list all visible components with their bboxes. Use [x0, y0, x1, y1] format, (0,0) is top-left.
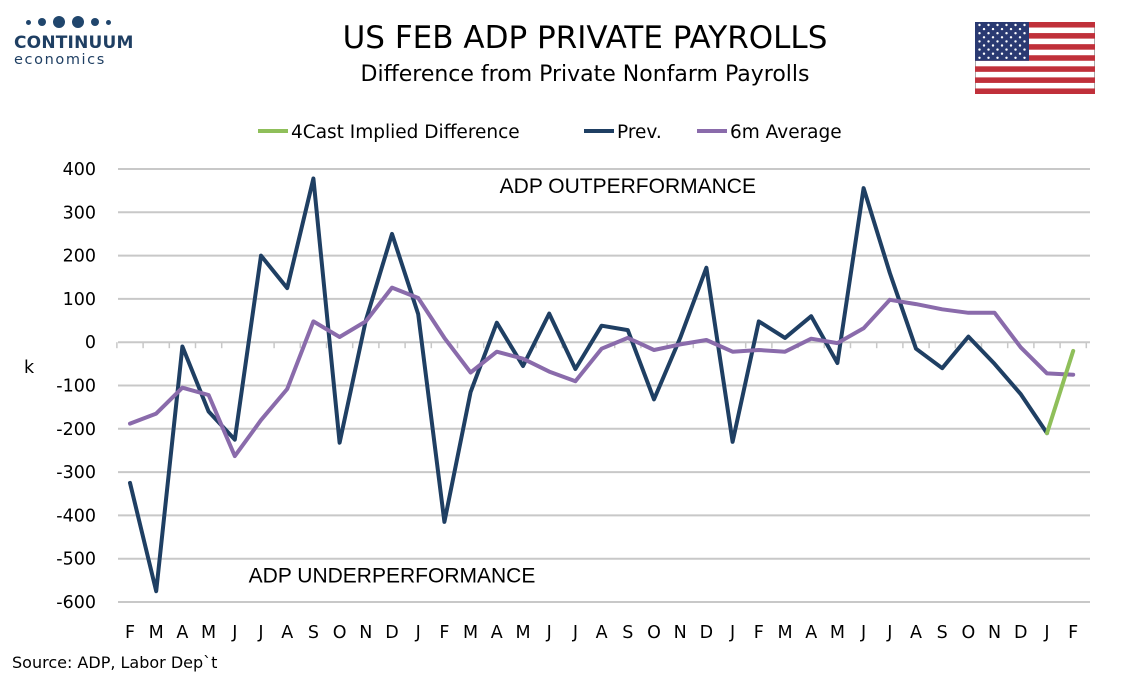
y-tick-label: 0 — [85, 333, 96, 353]
legend: 4Cast Implied Difference Prev. 6m Average — [258, 122, 842, 143]
x-tick-label: M — [463, 623, 478, 643]
x-tick-label: M — [830, 623, 845, 643]
x-tick-label: S — [937, 623, 948, 643]
x-tick-label: M — [149, 623, 164, 643]
y-tick-label: -200 — [56, 420, 96, 440]
legend-label: 6m Average — [730, 122, 842, 143]
logo-dots-icon — [26, 14, 144, 30]
y-tick-label: 300 — [63, 203, 96, 223]
x-tick-label: A — [805, 623, 817, 643]
x-tick-label: D — [1014, 623, 1027, 643]
us-flag-icon — [975, 22, 1095, 94]
x-tick-label: J — [415, 623, 421, 643]
x-tick-label: A — [491, 623, 503, 643]
logo-brand: CONTINUUM — [14, 33, 134, 53]
x-tick-label: N — [988, 623, 1001, 643]
y-tick-label: 400 — [63, 160, 96, 180]
logo-sub: economics — [14, 52, 106, 68]
y-axis-label: k — [24, 358, 35, 378]
x-tick-label: A — [910, 623, 922, 643]
series-line-6m-average — [128, 285, 1076, 459]
source-note: Source: ADP, Labor Dep`t — [12, 653, 218, 672]
series-lines — [128, 176, 1076, 594]
series-line-prev- — [128, 176, 1049, 594]
x-tick-label: F — [439, 623, 449, 643]
x-tick-label: J — [572, 623, 578, 643]
annotation-underperformance: ADP UNDERPERFORMANCE — [249, 565, 536, 588]
x-tick-label: J — [1043, 623, 1049, 643]
x-tick-label: M — [777, 623, 792, 643]
grid-lines — [116, 168, 1090, 603]
x-tick-label: O — [962, 623, 976, 643]
x-tick-label: J — [257, 623, 263, 643]
chart-subtitle: Difference from Private Nonfarm Payrolls — [360, 62, 810, 87]
legend-label: 4Cast Implied Difference — [291, 122, 520, 143]
x-tick-label: A — [596, 623, 608, 643]
y-tick-label: -500 — [56, 550, 96, 570]
x-tick-label: D — [700, 623, 713, 643]
x-tick-label: M — [515, 623, 530, 643]
x-tick-label: J — [729, 623, 735, 643]
x-tick-label: J — [546, 623, 552, 643]
legend-label: Prev. — [617, 122, 662, 143]
y-axis-ticks: 400 300 200 100 0 -100 -200 -300 -400 -500 -600 — [56, 160, 96, 613]
x-tick-label: S — [622, 623, 633, 643]
x-tick-label: S — [308, 623, 319, 643]
x-tick-label: O — [647, 623, 661, 643]
x-tick-label: A — [281, 623, 293, 643]
chart-title: US FEB ADP PRIVATE PAYROLLS — [342, 20, 828, 56]
x-tick-label: J — [231, 623, 237, 643]
x-tick-label: O — [333, 623, 347, 643]
x-tick-label: J — [886, 623, 892, 643]
x-tick-label: M — [201, 623, 216, 643]
x-tick-label: N — [359, 623, 372, 643]
y-tick-label: 200 — [63, 247, 96, 267]
x-tick-label: N — [674, 623, 687, 643]
y-tick-label: -600 — [56, 593, 96, 613]
y-tick-label: -400 — [56, 506, 96, 526]
x-tick-label: F — [1068, 623, 1078, 643]
y-tick-label: 100 — [63, 290, 96, 310]
y-tick-label: -300 — [56, 463, 96, 483]
x-tick-label: F — [125, 623, 135, 643]
x-tick-label: A — [176, 623, 188, 643]
annotation-outperformance: ADP OUTPERFORMANCE — [500, 175, 756, 198]
x-tick-label: J — [860, 623, 866, 643]
series-line-4cast-implied-difference — [1045, 348, 1076, 436]
x-tick-label: F — [754, 623, 764, 643]
continuum-logo: CONTINUUM economics — [14, 14, 144, 76]
x-tick-label: D — [385, 623, 398, 643]
y-tick-label: -100 — [56, 377, 96, 397]
